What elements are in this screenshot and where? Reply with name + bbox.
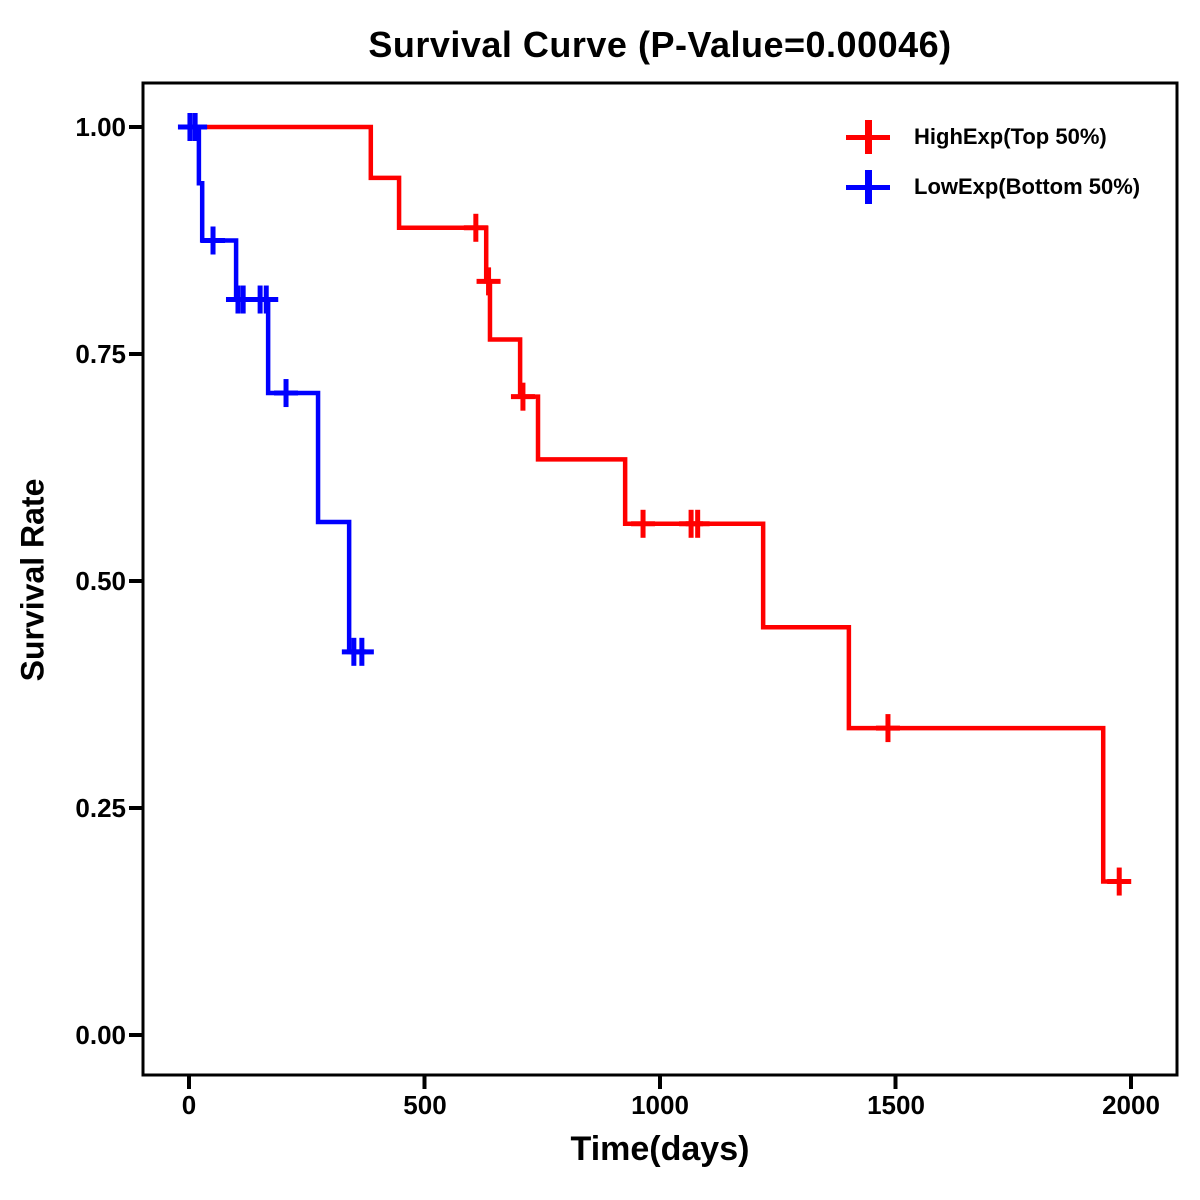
legend-item-highexp: HighExp(Top 50%) [846,112,1140,162]
chart-title: Survival Curve (P-Value=0.00046) [368,24,952,65]
x-tick-label-0: 0 [181,1090,197,1120]
x-tick-label-1000: 1000 [631,1090,689,1120]
y-tick-label-0.25: 0.25 [75,793,126,823]
plot-panel-border [141,81,1179,1077]
x-tick-label-500: 500 [403,1090,447,1120]
highexp-plus-marker-icon [846,118,890,156]
legend-item-lowexp: LowExp(Bottom 50%) [846,162,1140,212]
lowexp-survival-curve [189,124,373,655]
x-tick-label-2000: 2000 [1102,1090,1160,1120]
y-tick-label-0.00: 0.00 [75,1020,126,1050]
legend-label-lowexp: LowExp(Bottom 50%) [914,174,1141,199]
y-tick-label-1.00: 1.00 [75,112,126,142]
y-tick-label-0.75: 0.75 [75,339,126,369]
highexp-survival-curve [189,124,1127,884]
y-tick-label-0.50: 0.50 [75,566,126,596]
x-axis-title: Time(days) [570,1130,750,1168]
legend-label-highexp: HighExp(Top 50%) [914,124,1107,149]
lowexp-plus-marker-icon [846,168,890,206]
legend: HighExp(Top 50%) LowExp(Bottom 50%) [846,112,1140,212]
x-tick-label-1500: 1500 [867,1090,925,1120]
